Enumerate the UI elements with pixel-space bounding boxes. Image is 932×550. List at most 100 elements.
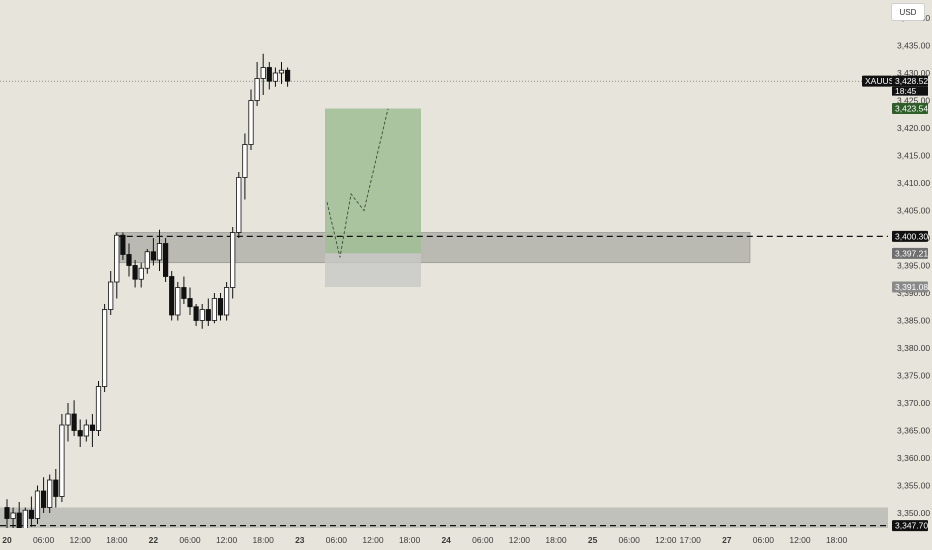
candle [175, 287, 181, 316]
candle [223, 287, 230, 316]
candle [120, 234, 126, 255]
candle [41, 490, 47, 508]
candle [150, 251, 156, 261]
x-tick-label: 22 [149, 535, 159, 545]
countdown-bg [892, 86, 928, 96]
candle [199, 309, 205, 321]
entry-price-tag-bg [892, 247, 928, 259]
level-price-tag-3400: 3,400.30 [895, 231, 928, 241]
candle [53, 479, 59, 497]
x-tick-label: 06:00 [326, 535, 348, 545]
stop-price-tag-bg [892, 281, 928, 293]
currency-button[interactable]: USD [891, 3, 925, 21]
candle [71, 413, 77, 431]
x-tick-label: 18:00 [106, 535, 128, 545]
x-tick-label: 27 [722, 535, 732, 545]
x-tick-label: 18:00 [826, 535, 848, 545]
candle [126, 254, 132, 266]
candle [242, 144, 248, 178]
candle [278, 69, 285, 74]
level-price-tag-3347: 3,347.70 [895, 521, 928, 531]
x-tick-label: 25 [588, 535, 598, 545]
y-tick-label: 3,395.00 [897, 261, 930, 271]
x-tick-label: 06:00 [753, 535, 775, 545]
candle [254, 78, 260, 101]
x-tick-label: 18:00 [399, 535, 421, 545]
x-tick-label: 18:00 [545, 535, 567, 545]
y-tick-label: 3,425.00 [897, 96, 930, 106]
candle [266, 67, 272, 82]
level-price-tag-3347-bg [892, 520, 928, 532]
x-tick-label: 06:00 [619, 535, 641, 545]
candle [108, 281, 114, 310]
candle [28, 509, 35, 519]
candle [4, 507, 10, 519]
candle [10, 512, 16, 519]
y-tick-label: 3,420.00 [897, 123, 930, 133]
candle [236, 177, 242, 233]
y-tick-label: 3,415.00 [897, 151, 930, 161]
x-tick-label: 12:00 [655, 535, 677, 545]
x-tick-label: 12:00 [362, 535, 384, 545]
x-tick-label: 12:00 [70, 535, 92, 545]
long-position-stop-zone [325, 253, 421, 288]
plot-area [0, 0, 888, 528]
x-tick-label: 12:00 [216, 535, 238, 545]
y-tick-label: 3,405.00 [897, 206, 930, 216]
projection-path [326, 108, 389, 258]
y-tick-label: 3,360.00 [897, 453, 930, 463]
candle [230, 232, 236, 288]
countdown-tag: 18:45 [895, 86, 917, 96]
candle [59, 424, 65, 497]
target-price-tag: 3,423.54 [895, 104, 928, 114]
x-tick-label: 06:00 [472, 535, 494, 545]
candle [156, 243, 163, 261]
y-tick-label: 3,410.00 [897, 178, 930, 188]
x-tick-label: 17:00 [680, 535, 702, 545]
x-tick-label: 20 [2, 535, 12, 545]
candle [169, 276, 175, 316]
symbol-tag: XAUUSD [865, 76, 900, 86]
y-tick-label: 3,380.00 [897, 343, 930, 353]
y-tick-label: 3,355.00 [897, 481, 930, 491]
y-tick-label: 3,385.00 [897, 316, 930, 326]
x-tick-label: 06:00 [33, 535, 55, 545]
x-tick-label: 24 [441, 535, 451, 545]
long-position-target-zone [325, 108, 421, 254]
candle [217, 298, 224, 316]
time-axis [0, 528, 932, 550]
candle [187, 298, 193, 308]
y-tick-label: 3,365.00 [897, 426, 930, 436]
candle [89, 424, 95, 431]
y-tick-label: 3,390.00 [897, 288, 930, 298]
level-price-tag-3400-bg [892, 230, 928, 242]
y-tick-label: 3,370.00 [897, 398, 930, 408]
entry-price-tag: 3,397.21 [895, 248, 928, 258]
candle [16, 512, 22, 530]
candle [272, 72, 279, 82]
candle [77, 430, 83, 437]
current-price-tag: 3,428.52 [895, 76, 928, 86]
y-tick-label: 3,350.00 [897, 508, 930, 518]
candle [248, 100, 254, 145]
candle [193, 306, 199, 321]
candle [132, 265, 138, 280]
candle [114, 234, 120, 283]
y-tick-label: 3,375.00 [897, 371, 930, 381]
candle [34, 490, 41, 519]
candle [83, 424, 89, 437]
candle [260, 67, 266, 79]
x-tick-label: 23 [295, 535, 305, 545]
support-zone [0, 507, 888, 528]
symbol-tag-bg [862, 75, 892, 87]
candle [211, 298, 217, 321]
candle [138, 267, 144, 280]
candle [22, 509, 28, 530]
candle [284, 69, 291, 82]
x-tick-label: 18:00 [253, 535, 275, 545]
y-tick-label: 3,430.00 [897, 68, 930, 78]
resistance-zone [115, 232, 751, 264]
target-price-tag-bg [892, 103, 928, 115]
